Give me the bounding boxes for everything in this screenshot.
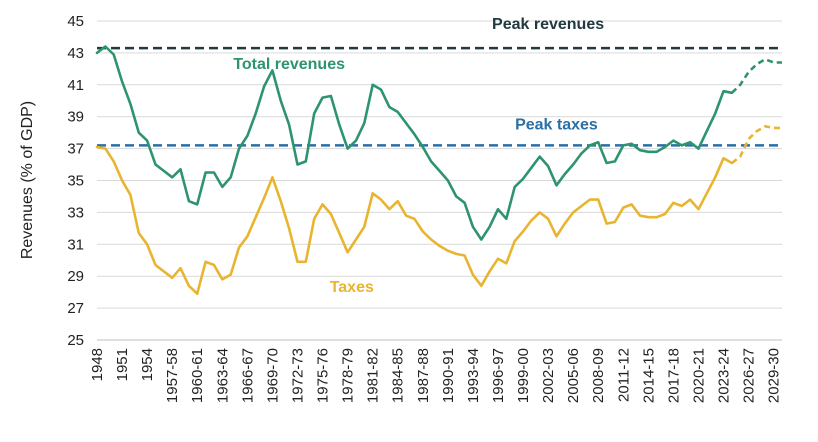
series-line-total-revenues-forecast xyxy=(730,57,782,94)
x-tick-label: 1990-91 xyxy=(440,348,457,403)
x-tick-label: 1966-67 xyxy=(239,348,256,403)
y-tick-label-45: 45 xyxy=(67,13,84,30)
x-tick-label: 2023-24 xyxy=(716,348,733,403)
y-tick-label-43: 43 xyxy=(67,45,84,62)
gridlines xyxy=(97,20,782,341)
x-tick-label: 2017-18 xyxy=(665,348,682,403)
x-tick-label: 1948 xyxy=(89,348,106,381)
annotation-total-revenues: Total revenues xyxy=(233,56,345,73)
y-tick-label-31: 31 xyxy=(67,236,84,253)
x-tick-label: 1954 xyxy=(139,348,156,381)
x-axis-ticks: 1948 1951 1954 1957-58 1960-61 1963-64 1966-67… xyxy=(89,348,783,403)
x-tick-label: 1999-00 xyxy=(515,348,532,403)
x-tick-label: 1951 xyxy=(114,348,131,381)
x-tick-label: 1981-82 xyxy=(365,348,382,403)
x-tick-label: 1957-58 xyxy=(164,348,181,403)
series-line-total-revenues xyxy=(95,45,734,241)
x-tick-label: 2008-09 xyxy=(590,348,607,403)
x-tick-label: 1963-64 xyxy=(214,348,231,403)
y-tick-label-25: 25 xyxy=(67,332,84,349)
x-tick-label: 1987-88 xyxy=(415,348,432,403)
y-tick-label-33: 33 xyxy=(67,204,84,221)
x-tick-label: 1978-79 xyxy=(340,348,357,403)
x-tick-label: 1996-97 xyxy=(490,348,507,403)
annotation-peak-taxes: Peak taxes xyxy=(515,116,598,133)
y-tick-label-29: 29 xyxy=(67,268,84,285)
series-line-taxes-forecast xyxy=(731,125,782,165)
x-tick-label: 1984-85 xyxy=(390,348,407,403)
annotation-peak-revenues: Peak revenues xyxy=(492,16,604,33)
x-tick-label: 2002-03 xyxy=(540,348,557,403)
x-tick-label: 1975-76 xyxy=(315,348,332,403)
x-tick-label: 1960-61 xyxy=(189,348,206,403)
y-axis-ticks: 25 27 29 31 33 35 37 39 41 43 45 xyxy=(67,13,84,349)
x-tick-label: 2020-21 xyxy=(690,348,707,403)
y-tick-label-37: 37 xyxy=(67,141,84,158)
x-tick-label: 1969-70 xyxy=(264,348,281,403)
x-tick-label: 2014-15 xyxy=(640,348,657,403)
series-lines xyxy=(95,45,782,296)
x-tick-label: 2026-27 xyxy=(741,348,758,403)
x-tick-label: 2011-12 xyxy=(615,348,632,402)
reference-lines xyxy=(97,46,782,147)
y-tick-label-39: 39 xyxy=(67,109,84,126)
series-line-taxes xyxy=(95,145,734,296)
x-tick-label: 2029-30 xyxy=(766,348,783,403)
y-tick-label-35: 35 xyxy=(67,173,84,190)
annotation-taxes: Taxes xyxy=(330,279,374,296)
x-tick-label: 1972-73 xyxy=(289,348,306,403)
x-tick-label: 1993-94 xyxy=(465,348,482,403)
y-tick-label-41: 41 xyxy=(67,77,84,94)
y-tick-label-27: 27 xyxy=(67,300,84,317)
annotations: Peak revenues Total revenues Peak taxes Tax… xyxy=(233,16,604,296)
x-tick-label: 2005-06 xyxy=(565,348,582,403)
y-axis-title: Revenues (% of GDP) xyxy=(19,101,36,259)
